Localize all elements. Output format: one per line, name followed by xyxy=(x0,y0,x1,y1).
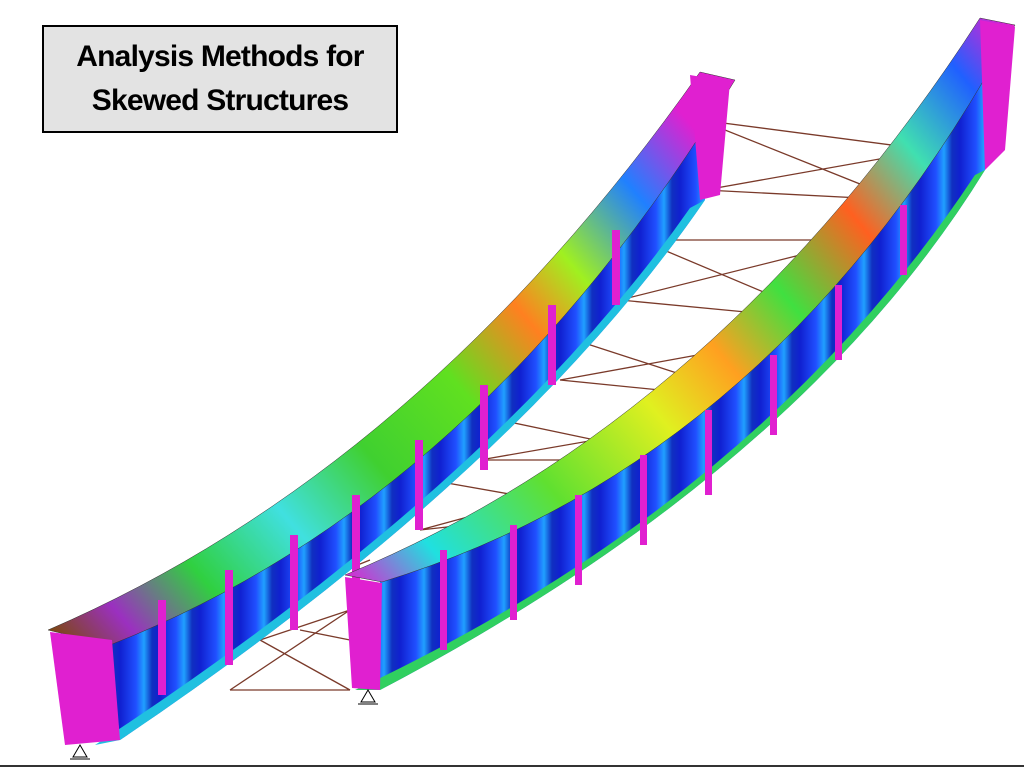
girder-2 xyxy=(344,17,1016,690)
top-flange xyxy=(47,71,736,646)
end-plate xyxy=(50,632,120,745)
web xyxy=(380,60,990,690)
title-box: Analysis Methods for Skewed Structures xyxy=(42,25,398,133)
title-line: Analysis Methods for xyxy=(76,40,364,73)
end-plate xyxy=(980,20,1015,170)
stiffeners xyxy=(440,205,907,650)
end-plate xyxy=(690,75,730,200)
girder-1 xyxy=(47,71,736,745)
web xyxy=(110,110,705,740)
top-flange xyxy=(344,17,1016,583)
stiffeners xyxy=(158,230,620,695)
supports xyxy=(70,689,378,760)
title-line: Skewed Structures xyxy=(91,84,349,117)
cross-frames xyxy=(229,119,931,691)
end-plate xyxy=(345,577,382,690)
